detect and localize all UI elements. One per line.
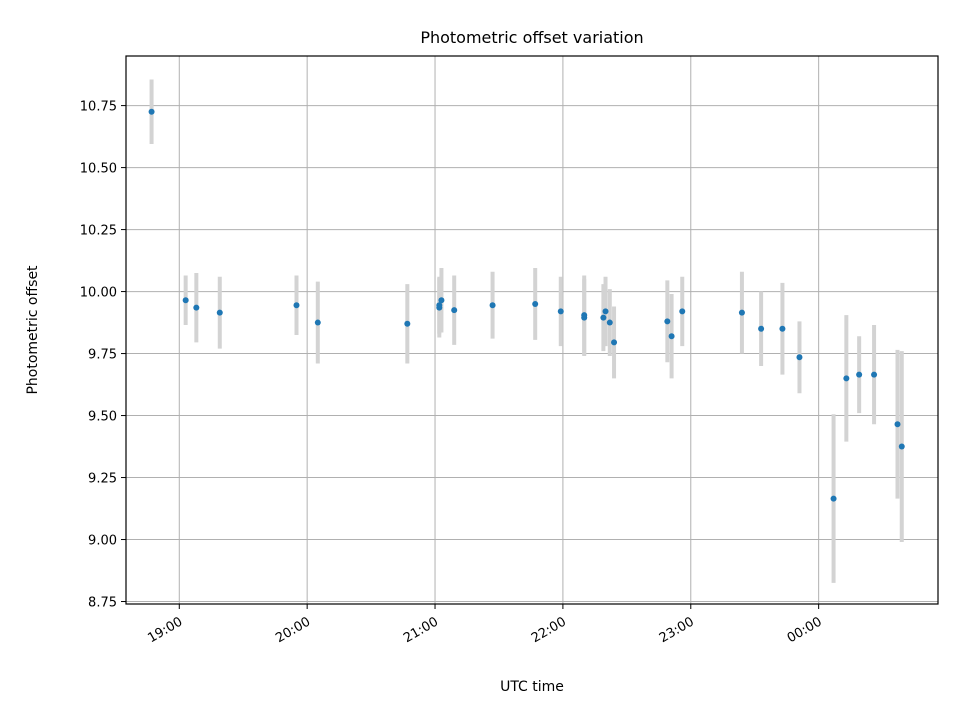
y-tick-label: 9.25 — [88, 472, 117, 487]
data-point — [293, 302, 300, 309]
data-point — [602, 308, 609, 315]
data-point — [404, 320, 411, 327]
data-point — [438, 297, 445, 304]
y-tick-label: 9.75 — [88, 348, 117, 363]
data-point — [679, 308, 686, 315]
y-axis: 8.75 9.00 9.25 9.50 9.75 10.00 10.25 10.50 10.75 — [80, 100, 126, 611]
errorbar-layer — [149, 79, 904, 583]
data-point — [738, 309, 745, 316]
y-tick-label: 9.00 — [88, 534, 117, 549]
y-tick-label: 9.50 — [88, 410, 117, 425]
x-axis-label: UTC time — [500, 679, 564, 695]
grid-layer — [126, 56, 938, 604]
x-tick-label: 21:00 — [401, 614, 441, 646]
data-point — [779, 325, 786, 332]
data-point — [668, 333, 675, 340]
x-axis: 19:00 20:00 21:00 22:00 23:00 00:00 — [145, 604, 825, 646]
data-point — [898, 443, 905, 450]
point-layer — [148, 108, 905, 502]
data-point — [600, 314, 607, 321]
data-point — [148, 108, 155, 115]
data-point — [451, 307, 458, 314]
data-point — [581, 312, 588, 319]
data-point — [894, 421, 901, 428]
data-point — [314, 319, 321, 326]
data-point — [557, 308, 564, 315]
x-tick-label: 00:00 — [785, 614, 825, 646]
chart-title: Photometric offset variation — [420, 28, 643, 47]
y-axis-label: Photometric offset — [25, 265, 41, 395]
data-point — [193, 304, 200, 311]
y-tick-label: 10.75 — [80, 100, 117, 115]
data-point — [830, 495, 837, 502]
plot-frame — [125, 55, 939, 605]
data-point — [843, 375, 850, 382]
data-point — [216, 309, 223, 316]
y-tick-label: 10.00 — [80, 286, 117, 301]
data-point — [611, 339, 618, 346]
data-point — [532, 300, 539, 307]
data-point — [856, 371, 863, 378]
x-tick-label: 23:00 — [657, 614, 697, 646]
data-point — [436, 302, 443, 309]
y-tick-label: 10.50 — [80, 162, 117, 177]
data-point — [489, 302, 496, 309]
data-point — [664, 318, 671, 325]
x-tick-label: 19:00 — [145, 614, 185, 646]
y-tick-label: 8.75 — [88, 596, 117, 611]
data-point — [606, 319, 613, 326]
data-point — [796, 354, 803, 361]
data-point — [871, 371, 878, 378]
x-tick-label: 22:00 — [529, 614, 569, 646]
y-tick-label: 10.25 — [80, 224, 117, 239]
data-point — [758, 325, 765, 332]
data-point — [182, 297, 189, 304]
x-tick-label: 20:00 — [273, 614, 313, 646]
